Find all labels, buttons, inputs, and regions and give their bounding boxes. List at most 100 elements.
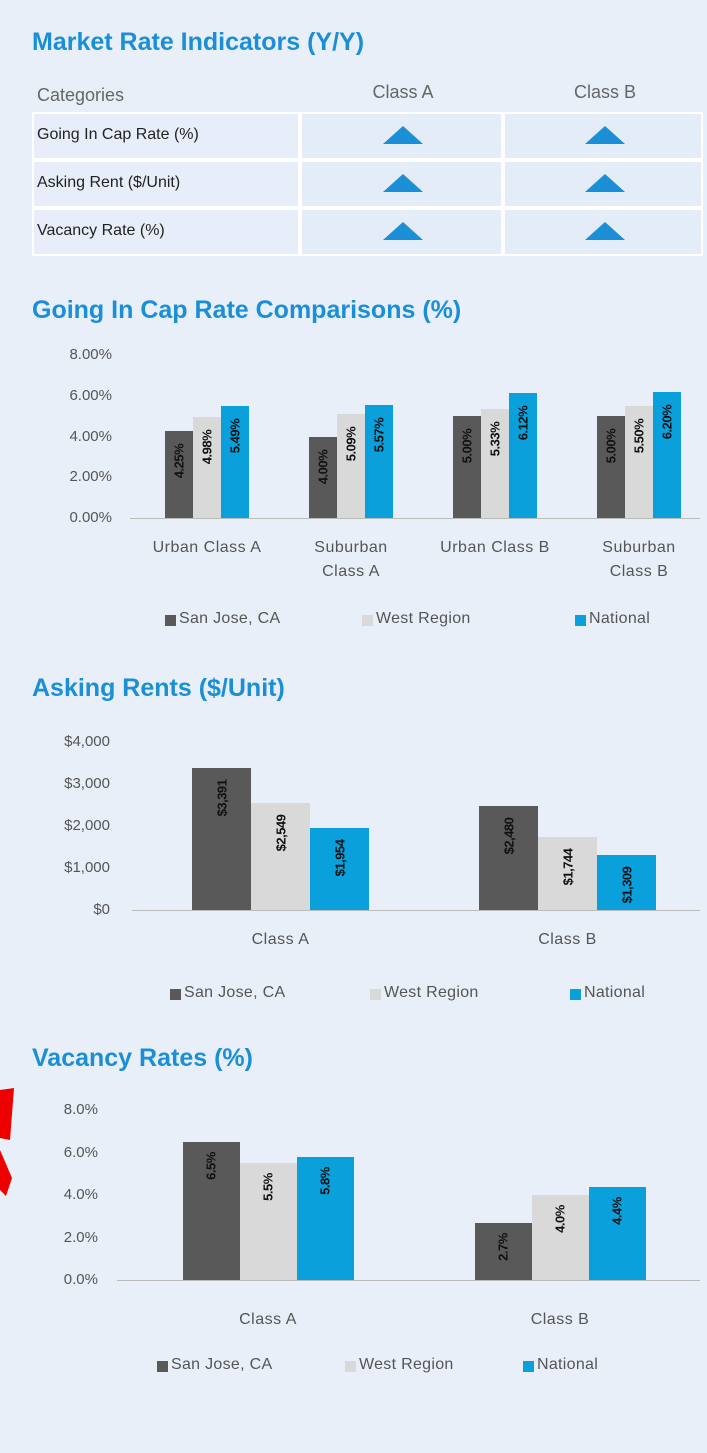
chart-title: Asking Rents ($/Unit) xyxy=(32,674,285,702)
x-tick-label: Class B xyxy=(538,931,597,948)
legend-swatch xyxy=(370,989,381,1000)
bar xyxy=(481,409,509,518)
value-label: 4.98% xyxy=(199,429,215,464)
legend-swatch xyxy=(570,989,581,1000)
value-label: $1,744 xyxy=(560,848,575,886)
legend-swatch xyxy=(165,615,176,626)
bar xyxy=(653,391,681,518)
up-arrow xyxy=(585,126,625,144)
value-label: 5.09% xyxy=(343,427,359,462)
legend-label: West Region xyxy=(359,1356,454,1373)
header-cell: Class B xyxy=(573,82,636,102)
value-label: $2,480 xyxy=(501,817,516,855)
value-label: 2.7% xyxy=(495,1232,511,1261)
bar xyxy=(365,404,393,518)
legend-swatch xyxy=(345,1361,356,1372)
y-tick-label: 0.00% xyxy=(69,509,112,526)
legend-label: San Jose, CA xyxy=(171,1356,273,1373)
legend-swatch xyxy=(157,1361,168,1372)
bar xyxy=(453,416,481,518)
x-tick-label: Urban Class B xyxy=(440,539,550,556)
value-label: 5.57% xyxy=(371,417,387,452)
value-label: 5.5% xyxy=(260,1173,276,1201)
bar xyxy=(531,1195,589,1280)
legend-label: National xyxy=(584,984,646,1001)
value-label: 5.00% xyxy=(603,428,619,464)
chart-title: Going In Cap Rate Comparisons (%) xyxy=(32,296,462,324)
value-label: 4.00% xyxy=(315,449,331,484)
value-label: 4.4% xyxy=(609,1196,625,1225)
y-tick-label: 6.00% xyxy=(69,386,112,404)
legend-label: National xyxy=(589,610,651,627)
chart-title: Vacancy Rates (%) xyxy=(32,1044,253,1072)
bar xyxy=(251,802,310,910)
value-label: 4.25% xyxy=(171,444,187,479)
value-label: $3,391 xyxy=(214,779,229,816)
value-label: $2,549 xyxy=(273,814,288,852)
legend-label: San Jose, CA xyxy=(184,984,286,1001)
up-arrow xyxy=(585,222,625,240)
bar xyxy=(479,805,538,910)
value-label: 6.5% xyxy=(203,1152,219,1180)
legend-swatch xyxy=(523,1361,534,1372)
bar xyxy=(193,416,221,518)
bar xyxy=(239,1163,297,1280)
value-label: 6.20% xyxy=(659,404,675,439)
up-arrow xyxy=(383,126,423,144)
bar xyxy=(509,393,537,518)
legend-label: National xyxy=(537,1356,599,1373)
bar xyxy=(597,855,656,910)
bar xyxy=(538,836,597,910)
bar xyxy=(296,1156,354,1280)
x-axis xyxy=(117,1280,700,1281)
bar xyxy=(221,406,249,518)
x-axis xyxy=(132,910,700,911)
up-arrow xyxy=(383,174,423,192)
y-tick-label: 6.0% xyxy=(63,1143,98,1161)
value-label: $1,309 xyxy=(619,866,634,904)
value-label: $1,954 xyxy=(332,839,347,877)
bar xyxy=(310,827,369,910)
y-tick-label: $4,000 xyxy=(64,733,110,750)
value-label: 5.50% xyxy=(631,418,647,454)
x-axis xyxy=(130,518,700,519)
legend-swatch xyxy=(575,615,586,626)
value-label: 5.8% xyxy=(317,1166,333,1195)
row-label: Asking Rent ($/Unit) xyxy=(37,174,181,191)
bar xyxy=(309,436,337,518)
x-tick-label: Class B xyxy=(530,1311,590,1328)
x-tick-label: Urban Class A xyxy=(152,539,262,556)
legend-label: San Jose, CA xyxy=(179,610,281,627)
legend-label: West Region xyxy=(384,984,479,1001)
bar xyxy=(474,1222,532,1280)
table-title: Market Rate Indicators (Y/Y) xyxy=(32,28,365,56)
legend-swatch xyxy=(170,989,181,1000)
up-arrow xyxy=(383,222,423,240)
row-label: Going In Cap Rate (%) xyxy=(37,126,199,143)
y-tick-label: $3,000 xyxy=(64,775,110,792)
up-arrow xyxy=(585,174,625,192)
y-tick-label: 0.0% xyxy=(63,1271,98,1288)
y-tick-label: $2,000 xyxy=(64,817,110,834)
y-tick-label: $1,000 xyxy=(64,859,110,876)
header-cell: Categories xyxy=(37,85,125,105)
y-tick-label: $0 xyxy=(93,901,110,918)
y-tick-label: 4.00% xyxy=(69,427,112,445)
header-cell: Class A xyxy=(372,82,434,102)
y-tick-label: 2.00% xyxy=(69,468,112,486)
bar xyxy=(337,414,365,518)
bar xyxy=(165,431,193,518)
table-cell xyxy=(32,112,300,160)
legend-swatch xyxy=(362,615,373,626)
x-tick-label: Class A xyxy=(239,1311,297,1328)
table-cell xyxy=(32,208,300,256)
bar xyxy=(588,1186,646,1280)
red-mark xyxy=(0,1150,12,1196)
red-mark xyxy=(0,1088,14,1140)
value-label: 5.00% xyxy=(459,428,475,464)
bar xyxy=(625,405,653,518)
value-label: 4.0% xyxy=(552,1205,568,1233)
x-tick-label: Class A xyxy=(251,931,310,948)
legend-label: West Region xyxy=(376,610,471,627)
